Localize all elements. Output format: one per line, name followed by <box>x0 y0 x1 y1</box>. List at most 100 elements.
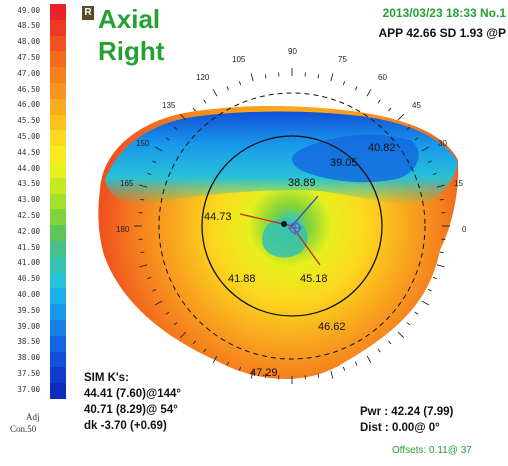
legend-swatch <box>50 225 66 242</box>
map-value-label: 46.62 <box>318 321 346 333</box>
degree-tick <box>250 370 254 379</box>
inner-ring <box>201 135 383 317</box>
angle-label: 180 <box>116 225 130 234</box>
legend-item: 39.50 <box>4 304 54 316</box>
legend-swatch <box>50 335 66 352</box>
degree-tick <box>427 288 432 292</box>
legend-item: 43.50 <box>4 178 54 190</box>
legend-value: 38.00 <box>17 353 40 363</box>
degree-tick <box>414 311 419 315</box>
legend-swatch <box>50 35 66 52</box>
angle-label: 45 <box>412 101 421 110</box>
legend-swatch <box>50 83 66 99</box>
degree-tick <box>397 113 405 121</box>
degree-tick <box>421 300 430 306</box>
eye-badge: R <box>82 6 94 20</box>
degree-tick <box>366 88 372 97</box>
dashed-ring <box>158 92 426 360</box>
degree-tick <box>152 288 157 292</box>
angle-label: 135 <box>162 101 176 110</box>
legend-value: 37.50 <box>17 368 40 378</box>
degree-tick <box>406 126 411 130</box>
legend-item: 45.50 <box>4 115 54 127</box>
legend-swatch <box>50 256 66 273</box>
legend-swatch <box>50 304 66 321</box>
legend-swatch <box>50 241 66 257</box>
legend-value: 40.00 <box>17 289 40 299</box>
color-scale-legend: 49.00 48.50 48.00 47.50 47.00 46.50 46.00 45.50… <box>0 0 78 440</box>
degree-tick <box>179 113 187 121</box>
legend-item: 44.50 <box>4 146 54 158</box>
legend-item: 46.00 <box>4 99 54 111</box>
legend-swatch <box>50 288 66 305</box>
legend-value: 39.00 <box>17 321 40 331</box>
legend-swatch <box>50 209 66 226</box>
degree-tick <box>238 366 242 371</box>
angle-label: 60 <box>378 73 387 82</box>
sim-k-title: SIM K's: <box>84 372 129 384</box>
degree-tick <box>147 172 152 176</box>
angle-label: 150 <box>136 139 150 148</box>
degree-tick <box>432 172 437 176</box>
topography-map[interactable]: 40.82 39.05 38.89 44.73 41.88 45.18 46.6… <box>80 0 508 440</box>
degree-tick <box>342 81 346 86</box>
legend-item: 42.50 <box>4 209 54 221</box>
degree-tick <box>140 198 145 201</box>
degree-tick <box>436 264 445 268</box>
map-value-label: 38.89 <box>288 177 316 189</box>
degree-tick <box>179 331 187 339</box>
legend-value: 48.50 <box>17 21 40 31</box>
legend-value: 47.00 <box>17 68 40 78</box>
legend-swatch <box>50 367 66 384</box>
legend-item: 47.50 <box>4 51 54 63</box>
degree-tick <box>173 126 178 130</box>
degree-tick <box>354 86 358 91</box>
degree-tick <box>388 107 392 112</box>
degree-tick <box>165 137 170 141</box>
legend-step-label: Con.50 <box>10 424 37 434</box>
dist-line: Dist : 0.00@ 0° <box>360 422 440 434</box>
eye-side-title: Right <box>98 36 165 66</box>
degree-tick <box>165 311 170 315</box>
legend-swatch <box>50 4 66 20</box>
legend-value: 44.00 <box>17 163 40 173</box>
degree-tick <box>192 340 196 345</box>
legend-item: 37.50 <box>4 367 54 379</box>
degree-tick <box>317 373 320 378</box>
legend-value: 43.00 <box>17 195 40 205</box>
legend-swatch <box>50 146 66 163</box>
degree-tick <box>436 184 445 188</box>
map-value-label: 41.88 <box>228 273 256 285</box>
legend-adj-label: Adj <box>26 412 40 422</box>
legend-item: 45.00 <box>4 130 54 142</box>
legend-item: 39.00 <box>4 320 54 332</box>
degree-tick <box>330 73 334 82</box>
sim-k-line3: dk -3.70 (+0.69) <box>84 420 167 432</box>
degree-tick <box>140 251 145 254</box>
legend-value: 38.50 <box>17 337 40 347</box>
degree-tick <box>406 322 411 326</box>
exam-date: 2013/03/23 18:33 No.1 <box>382 6 506 20</box>
legend-item: 41.00 <box>4 257 54 269</box>
app-summary: APP 42.66 SD 1.93 @P <box>378 26 506 40</box>
degree-tick <box>432 276 437 280</box>
degree-tick <box>427 160 432 164</box>
degree-tick <box>264 373 267 378</box>
angle-label: 165 <box>120 179 134 188</box>
degree-tick <box>212 355 218 364</box>
legend-item: 41.50 <box>4 241 54 253</box>
degree-tick <box>342 366 346 371</box>
degree-tick <box>250 73 254 82</box>
legend-item: 37.00 <box>4 383 54 395</box>
degree-ticks <box>134 68 450 384</box>
degree-tick <box>238 81 242 86</box>
degree-tick <box>173 322 178 326</box>
legend-value: 47.50 <box>17 52 40 62</box>
degree-tick <box>139 184 148 188</box>
legend-item: 44.00 <box>4 162 54 174</box>
map-value-label: 40.82 <box>368 142 396 154</box>
legend-value: 46.00 <box>17 100 40 110</box>
angle-label: 90 <box>288 47 297 56</box>
degree-tick <box>154 300 163 306</box>
pwr-line: Pwr : 42.24 (7.99) <box>360 406 454 418</box>
